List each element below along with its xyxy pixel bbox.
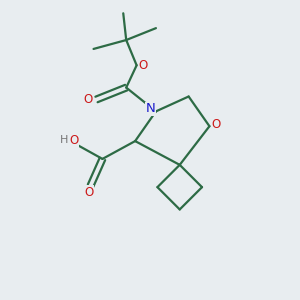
- Text: O: O: [139, 59, 148, 72]
- Text: O: O: [212, 118, 220, 131]
- Text: N: N: [146, 103, 155, 116]
- Text: O: O: [84, 186, 94, 199]
- Text: H: H: [60, 136, 68, 146]
- Text: O: O: [70, 134, 79, 147]
- Text: O: O: [84, 93, 93, 106]
